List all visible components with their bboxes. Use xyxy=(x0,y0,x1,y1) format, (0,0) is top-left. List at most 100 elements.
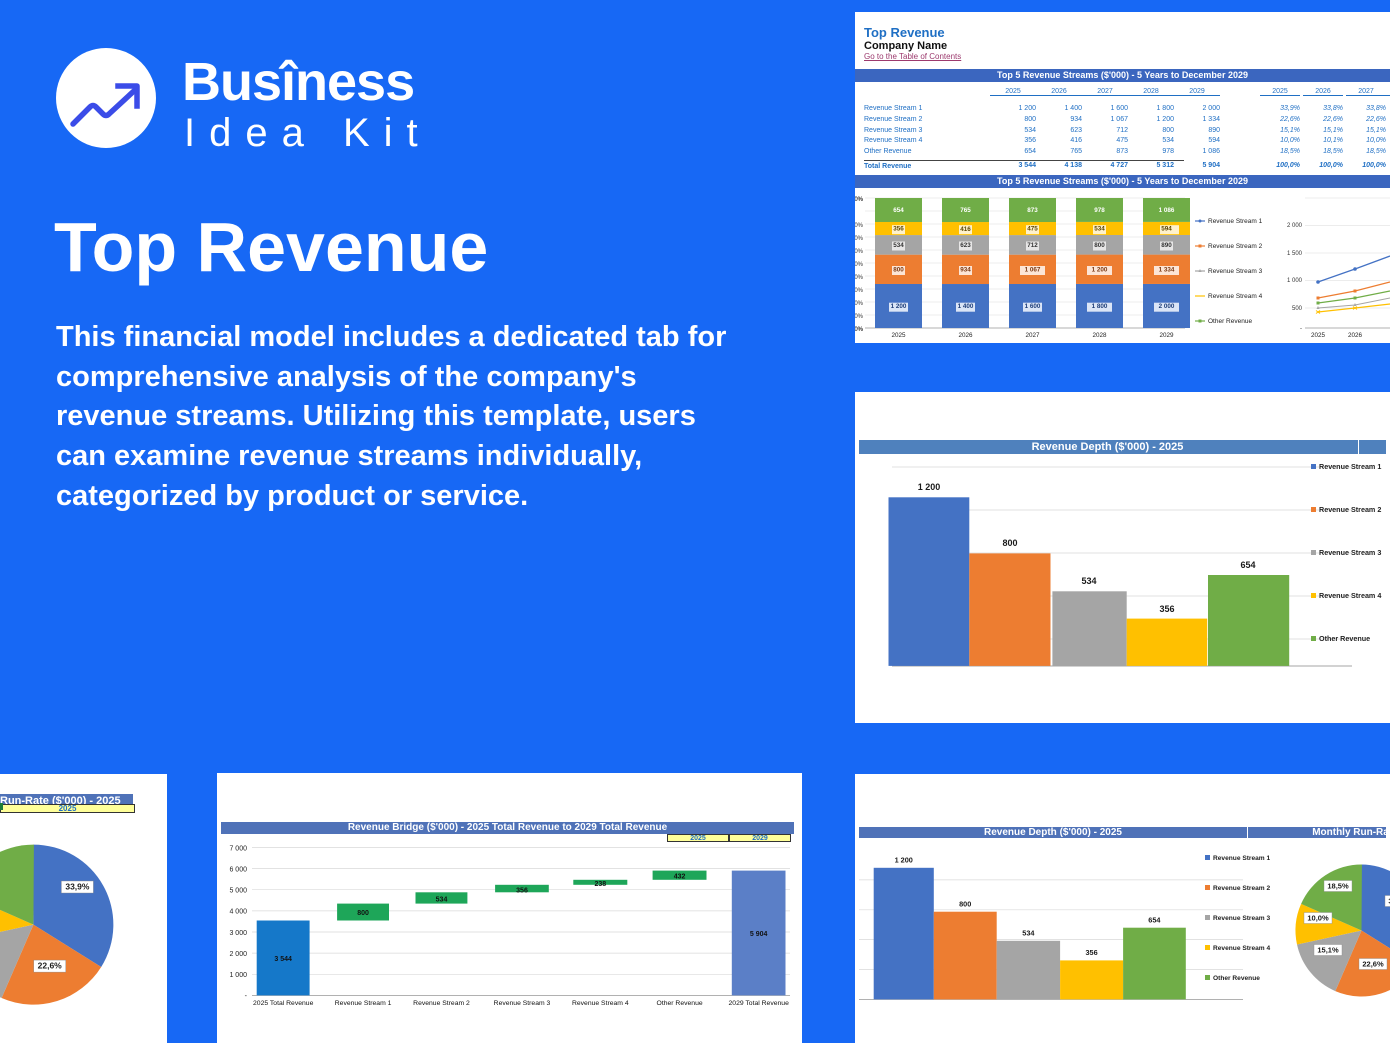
svg-text:33,9%: 33,9% xyxy=(65,881,90,891)
svg-text:2029: 2029 xyxy=(1159,332,1174,339)
svg-text:800: 800 xyxy=(1094,242,1105,249)
svg-text:534: 534 xyxy=(1094,226,1105,233)
svg-text:534: 534 xyxy=(893,242,904,249)
svg-text:2 000: 2 000 xyxy=(229,951,247,958)
svg-text:40%: 40% xyxy=(855,288,864,294)
svg-text:Other Revenue: Other Revenue xyxy=(1208,318,1252,325)
svg-text:Revenue Stream 2: Revenue Stream 2 xyxy=(1208,243,1263,250)
svg-text:Revenue Stream 1: Revenue Stream 1 xyxy=(1208,218,1263,225)
svg-text:1 334: 1 334 xyxy=(1159,267,1175,274)
svg-text:1 600: 1 600 xyxy=(1025,303,1041,310)
svg-text:2 000: 2 000 xyxy=(1287,223,1303,229)
svg-text:7 000: 7 000 xyxy=(229,845,247,852)
svg-text:22,6%: 22,6% xyxy=(38,960,63,970)
svg-text:5 000: 5 000 xyxy=(229,888,247,895)
svg-text:Revenue Stream 1: Revenue Stream 1 xyxy=(335,1000,392,1007)
svg-text:654: 654 xyxy=(893,207,904,214)
svg-text:712: 712 xyxy=(1027,242,1038,249)
svg-text:800: 800 xyxy=(1002,538,1017,548)
svg-text:5 904: 5 904 xyxy=(750,931,768,938)
svg-text:356: 356 xyxy=(893,226,904,233)
svg-text:Revenue Stream 4: Revenue Stream 4 xyxy=(572,1000,629,1007)
svg-text:1 500: 1 500 xyxy=(1287,251,1303,257)
svg-text:2026: 2026 xyxy=(1348,332,1363,339)
svg-text:Revenue Stream 2: Revenue Stream 2 xyxy=(1213,885,1271,892)
svg-text:654: 654 xyxy=(1148,915,1161,924)
svg-text:18,5%: 18,5% xyxy=(1327,881,1349,890)
svg-text:416: 416 xyxy=(960,226,971,233)
svg-text:534: 534 xyxy=(1081,576,1096,586)
svg-text:432: 432 xyxy=(674,874,686,881)
svg-text:2 000: 2 000 xyxy=(1159,303,1175,310)
svg-text:Revenue Stream 3: Revenue Stream 3 xyxy=(1213,915,1271,922)
svg-text:1 200: 1 200 xyxy=(895,855,913,864)
svg-text:978: 978 xyxy=(1094,207,1105,214)
svg-text:1 400: 1 400 xyxy=(958,303,974,310)
svg-text:Revenue Stream 2: Revenue Stream 2 xyxy=(413,1000,470,1007)
svg-text:2025: 2025 xyxy=(891,332,906,339)
svg-text:2026: 2026 xyxy=(958,332,973,339)
svg-text:2025 Total Revenue: 2025 Total Revenue xyxy=(253,1000,314,1007)
svg-text:90%: 90% xyxy=(855,223,864,229)
svg-text:Other Revenue: Other Revenue xyxy=(1213,975,1260,982)
svg-text:1 067: 1 067 xyxy=(1025,267,1041,274)
svg-text:1 200: 1 200 xyxy=(918,482,941,492)
svg-text:800: 800 xyxy=(893,267,904,274)
svg-text:Revenue Stream 1: Revenue Stream 1 xyxy=(1319,462,1381,471)
svg-text:3 000: 3 000 xyxy=(229,930,247,937)
svg-text:800: 800 xyxy=(357,910,369,917)
svg-text:20%: 20% xyxy=(855,314,864,320)
svg-text:22,6%: 22,6% xyxy=(1362,959,1384,968)
svg-text:238: 238 xyxy=(594,881,606,888)
svg-text:70%: 70% xyxy=(855,249,864,255)
svg-text:-: - xyxy=(245,993,248,1000)
svg-text:1 000: 1 000 xyxy=(1287,278,1303,284)
svg-text:534: 534 xyxy=(1022,928,1035,937)
svg-text:356: 356 xyxy=(1086,948,1098,957)
svg-text:654: 654 xyxy=(1240,560,1255,570)
svg-text:475: 475 xyxy=(1027,226,1038,233)
svg-text:2025: 2025 xyxy=(1311,332,1326,339)
svg-text:Revenue Stream 4: Revenue Stream 4 xyxy=(1319,591,1381,600)
svg-text:1 200: 1 200 xyxy=(1092,267,1108,274)
svg-text:356: 356 xyxy=(516,888,528,895)
svg-text:623: 623 xyxy=(960,242,971,249)
svg-text:6 000: 6 000 xyxy=(229,866,247,873)
svg-text:0%: 0% xyxy=(855,327,864,333)
svg-text:Revenue Stream 2: Revenue Stream 2 xyxy=(1319,505,1381,514)
svg-text:50%: 50% xyxy=(855,275,864,281)
svg-text:10,0%: 10,0% xyxy=(1307,913,1329,922)
svg-text:4 000: 4 000 xyxy=(229,909,247,916)
svg-text:2027: 2027 xyxy=(1025,332,1040,339)
svg-text:15,1%: 15,1% xyxy=(1317,945,1339,954)
svg-text:594: 594 xyxy=(1161,226,1172,233)
svg-text:Other Revenue: Other Revenue xyxy=(657,1000,703,1007)
svg-text:80%: 80% xyxy=(855,236,864,242)
svg-text:30%: 30% xyxy=(855,301,864,307)
svg-text:Revenue Stream 4: Revenue Stream 4 xyxy=(1208,293,1263,300)
svg-text:1 800: 1 800 xyxy=(1092,303,1108,310)
svg-text:2029 Total Revenue: 2029 Total Revenue xyxy=(729,1000,790,1007)
svg-text:Revenue Stream 4: Revenue Stream 4 xyxy=(1213,945,1271,952)
svg-text:Other Revenue: Other Revenue xyxy=(1319,634,1370,643)
svg-text:1 086: 1 086 xyxy=(1159,207,1175,214)
svg-text:100%: 100% xyxy=(855,197,864,203)
svg-text:356: 356 xyxy=(1159,604,1174,614)
svg-text:1 000: 1 000 xyxy=(229,972,247,979)
svg-text:800: 800 xyxy=(959,899,971,908)
svg-text:Revenue Stream 3: Revenue Stream 3 xyxy=(494,1000,551,1007)
svg-text:534: 534 xyxy=(436,897,448,904)
svg-text:500: 500 xyxy=(1292,306,1303,312)
svg-text:Revenue Stream 3: Revenue Stream 3 xyxy=(1319,548,1381,557)
svg-text:2028: 2028 xyxy=(1092,332,1107,339)
svg-text:Revenue Stream 3: Revenue Stream 3 xyxy=(1208,268,1263,275)
svg-text:3 544: 3 544 xyxy=(274,956,292,963)
svg-text:1 200: 1 200 xyxy=(891,303,907,310)
svg-text:Revenue Stream 1: Revenue Stream 1 xyxy=(1213,855,1271,862)
svg-text:890: 890 xyxy=(1161,242,1172,249)
svg-text:-: - xyxy=(1300,326,1302,332)
svg-text:873: 873 xyxy=(1027,207,1038,214)
svg-text:934: 934 xyxy=(960,267,971,274)
svg-text:765: 765 xyxy=(960,207,971,214)
svg-text:60%: 60% xyxy=(855,262,864,268)
